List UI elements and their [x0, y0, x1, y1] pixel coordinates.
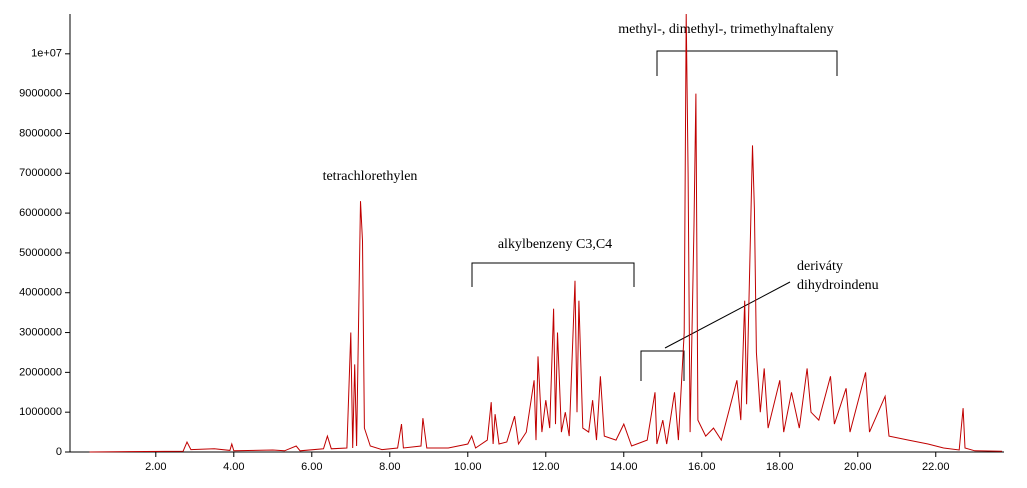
y-tick-label: 2000000: [19, 366, 62, 378]
x-tick-label: 2.00: [145, 461, 166, 473]
y-tick-label: 4000000: [19, 287, 62, 299]
bracket: [471, 262, 635, 287]
bracket: [656, 50, 838, 76]
annotation: tetrachlorethylen: [323, 169, 418, 184]
x-tick-label: 14.00: [610, 461, 638, 473]
bracket: [640, 350, 685, 381]
x-tick-label: 10.00: [454, 461, 482, 473]
x-tick-label: 16.00: [688, 461, 716, 473]
y-tick-label: 1000000: [19, 406, 62, 418]
y-tick-label: 5000000: [19, 247, 62, 259]
trace-line: [89, 13, 1003, 453]
x-tick-label: 8.00: [379, 461, 400, 473]
annotation: deriváty: [797, 259, 843, 274]
annotation: methyl-, dimethyl-, trimethylnaftaleny: [618, 22, 833, 37]
annotation: dihydroindenu: [797, 278, 879, 293]
pointer-line: [664, 281, 791, 349]
y-tick-label: 6000000: [19, 207, 62, 219]
x-tick-label: 18.00: [766, 461, 794, 473]
x-tick-label: 4.00: [223, 461, 244, 473]
y-tick-label: 0: [56, 446, 62, 458]
y-tick-label: 1e+07: [31, 48, 62, 60]
x-tick-label: 20.00: [844, 461, 872, 473]
y-tick-label: 7000000: [19, 167, 62, 179]
x-tick-label: 22.00: [922, 461, 950, 473]
annotation: alkylbenzeny C3,C4: [498, 237, 612, 252]
x-tick-label: 12.00: [532, 461, 560, 473]
y-tick-label: 9000000: [19, 88, 62, 100]
x-tick-label: 6.00: [301, 461, 322, 473]
y-tick-label: 3000000: [19, 326, 62, 338]
y-tick-label: 8000000: [19, 127, 62, 139]
